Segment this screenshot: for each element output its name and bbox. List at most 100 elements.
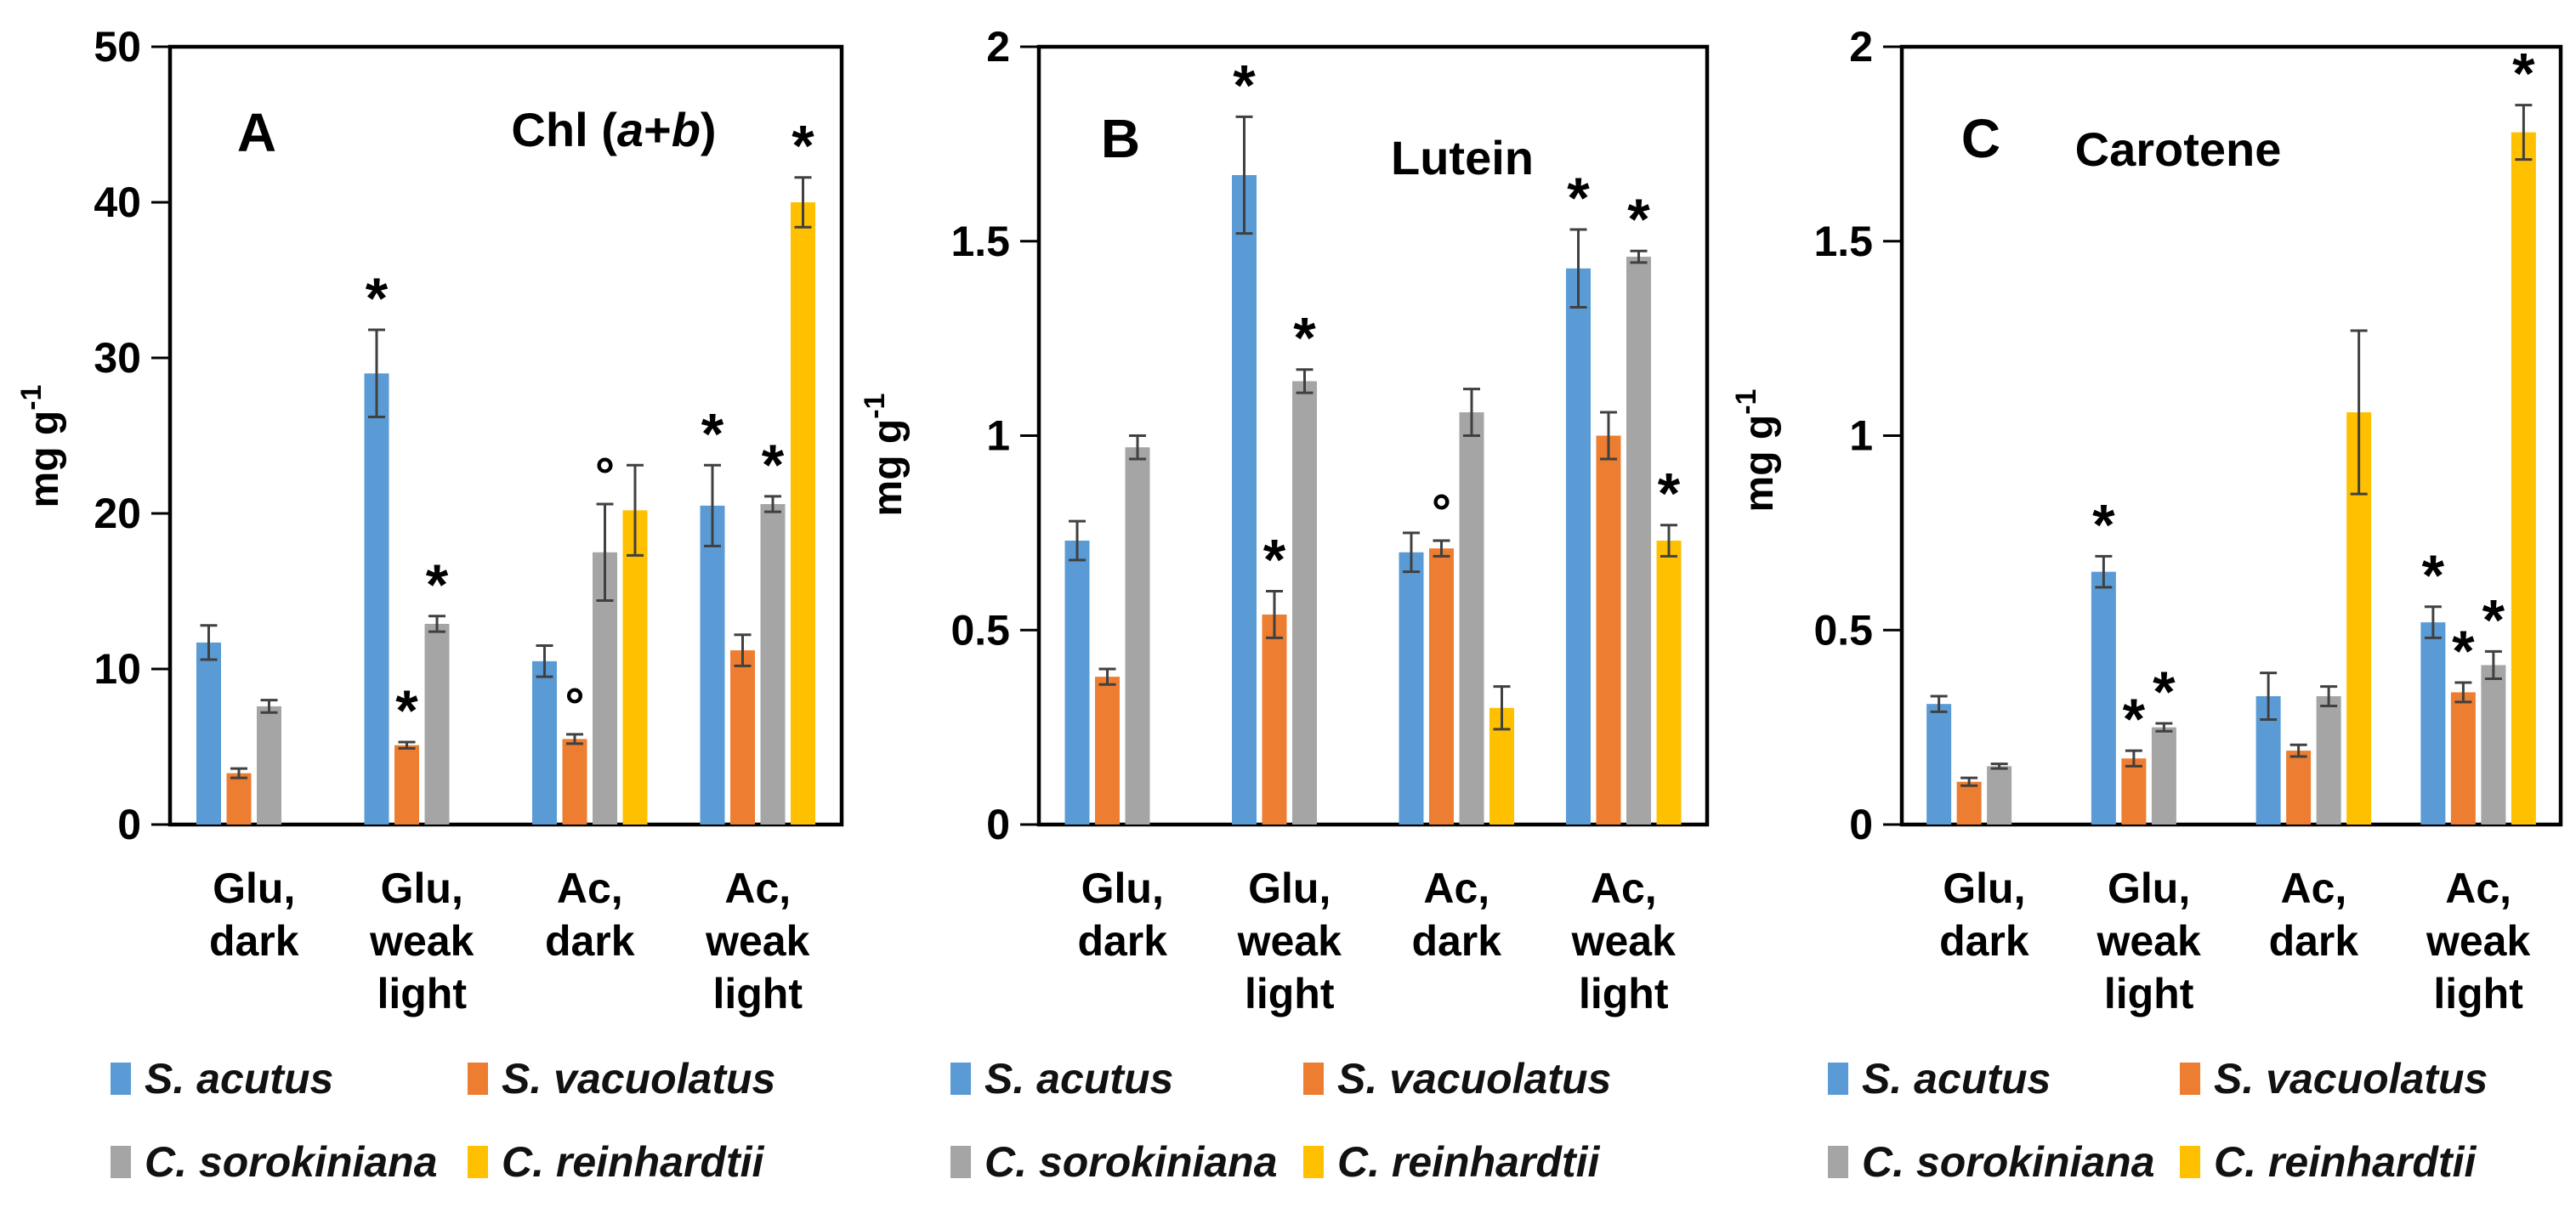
legend-item: C. reinhardtii [1303,1137,1599,1187]
bar-C-1-0 [1956,781,1982,825]
x-category-label: Ac, [724,864,791,912]
legend-item: C. sorokiniana [111,1137,438,1187]
y-axis-title: mg g-1 [859,394,911,517]
bar-B-2-1 [1292,381,1317,825]
legend-label: S. vacuolatus [2214,1055,2488,1102]
legend-swatch-s-acutus [950,1063,971,1095]
legend-item: S. acutus [111,1054,333,1103]
legend-swatch-s-vacuolatus [2180,1063,2200,1095]
y-tick-label: 0 [1849,801,1873,848]
significance-mark: * [366,266,389,331]
significance-mark: ° [1432,485,1451,540]
panel-letter: A [237,102,276,163]
x-category-label: Glu, [381,864,463,912]
bar-B-1-1 [1262,614,1287,825]
legend-label: C. sorokiniana [145,1138,438,1186]
significance-mark: * [2452,619,2475,683]
bar-B-1-3 [1596,435,1621,825]
x-category-label: Ac, [1423,864,1489,912]
x-category-label: weak [369,917,474,965]
legend-item: C. sorokiniana [950,1137,1278,1187]
bar-B-1-2 [1429,548,1454,825]
panel-letter: B [1101,108,1140,169]
bar-A-3-3 [791,202,815,825]
legend-label: C. reinhardtii [2214,1138,2477,1186]
x-category-label: weak [2096,917,2201,965]
panel-title: Carotene [2075,122,2282,176]
bar-B-0-1 [1232,174,1257,825]
significance-mark: * [1263,528,1286,592]
y-tick-label: 20 [94,490,141,537]
legend-swatch-c-reinhardtii [468,1146,488,1178]
x-category-label: Ac, [557,864,623,912]
bar-A-2-0 [257,706,281,825]
significance-mark: * [395,678,418,743]
significance-mark: * [2512,42,2535,106]
legend-label: S. vacuolatus [502,1055,776,1102]
legend-label: C. sorokiniana [984,1138,1278,1186]
significance-mark: * [1293,306,1316,371]
significance-mark: * [1567,166,1590,230]
y-tick-label: 0.5 [1813,606,1873,654]
x-category-label: Glu, [1081,864,1164,912]
y-tick-label: 30 [94,334,141,382]
x-category-label: Ac, [1591,864,1657,912]
x-category-label: Glu, [213,864,295,912]
significance-mark: * [762,433,785,497]
bar-C-2-0 [1987,766,2012,825]
y-axis-title: mg g-1 [15,385,67,508]
legend-swatch-s-acutus [1828,1063,1848,1095]
y-tick-label: 2 [986,23,1010,71]
bar-B-2-0 [1125,447,1150,825]
bar-A-0-3 [700,505,725,825]
legend-label: C. reinhardtii [502,1138,764,1186]
x-category-label: light [1245,970,1335,1017]
bar-C-3-3 [2511,132,2536,825]
x-category-label: light [1579,970,1669,1017]
y-tick-label: 2 [1849,23,1873,71]
bar-C-0-3 [2420,622,2446,825]
bar-C-2-3 [2481,665,2506,825]
legend-swatch-c-sorokiniana [1828,1146,1848,1178]
significance-mark: * [2123,687,2146,751]
bar-B-3-3 [1656,541,1682,825]
panel-title: Chl (a+b) [511,103,716,156]
y-tick-label: 40 [94,179,141,226]
bar-B-2-3 [1626,257,1651,825]
legend-swatch-s-vacuolatus [468,1063,488,1095]
y-tick-label: 1.5 [1813,218,1873,265]
x-category-label: weak [1237,917,1342,965]
bar-C-0-1 [2091,571,2116,825]
x-category-label: dark [545,917,635,965]
significance-mark: * [792,114,814,179]
x-category-label: dark [1077,917,1167,965]
y-tick-label: 0 [117,801,141,848]
bar-A-0-2 [532,660,557,825]
legend-item: S. vacuolatus [468,1054,775,1103]
x-category-label: dark [1411,917,1501,965]
x-category-label: Ac, [2445,864,2511,912]
legend-swatch-c-reinhardtii [2180,1146,2200,1178]
x-category-label: light [712,970,803,1017]
bar-B-0-0 [1064,541,1090,825]
bar-A-0-0 [196,642,221,825]
panel-letter: C [1961,108,2000,169]
significance-mark: * [2422,543,2445,608]
plot-border [167,44,844,827]
bar-B-2-2 [1459,412,1484,825]
significance-mark: * [2482,587,2505,652]
legend-item: S. acutus [1828,1054,2051,1103]
legend-label: S. acutus [145,1055,334,1102]
bar-A-3-2 [622,510,648,825]
legend-item: S. vacuolatus [1303,1054,1611,1103]
x-category-label: light [377,970,467,1017]
x-category-label: dark [1939,917,2029,965]
x-category-label: Ac, [2280,864,2346,912]
legend-swatch-s-vacuolatus [1303,1063,1324,1095]
bar-C-2-2 [2316,696,2341,825]
y-tick-label: 1.5 [950,218,1010,265]
legend-swatch-c-sorokiniana [111,1146,131,1178]
chart-panel-B: 0 0.5 1 1.5 2 * * * ° * * * Glu, dark Glu, weak light Ac,… [859,23,1710,1017]
